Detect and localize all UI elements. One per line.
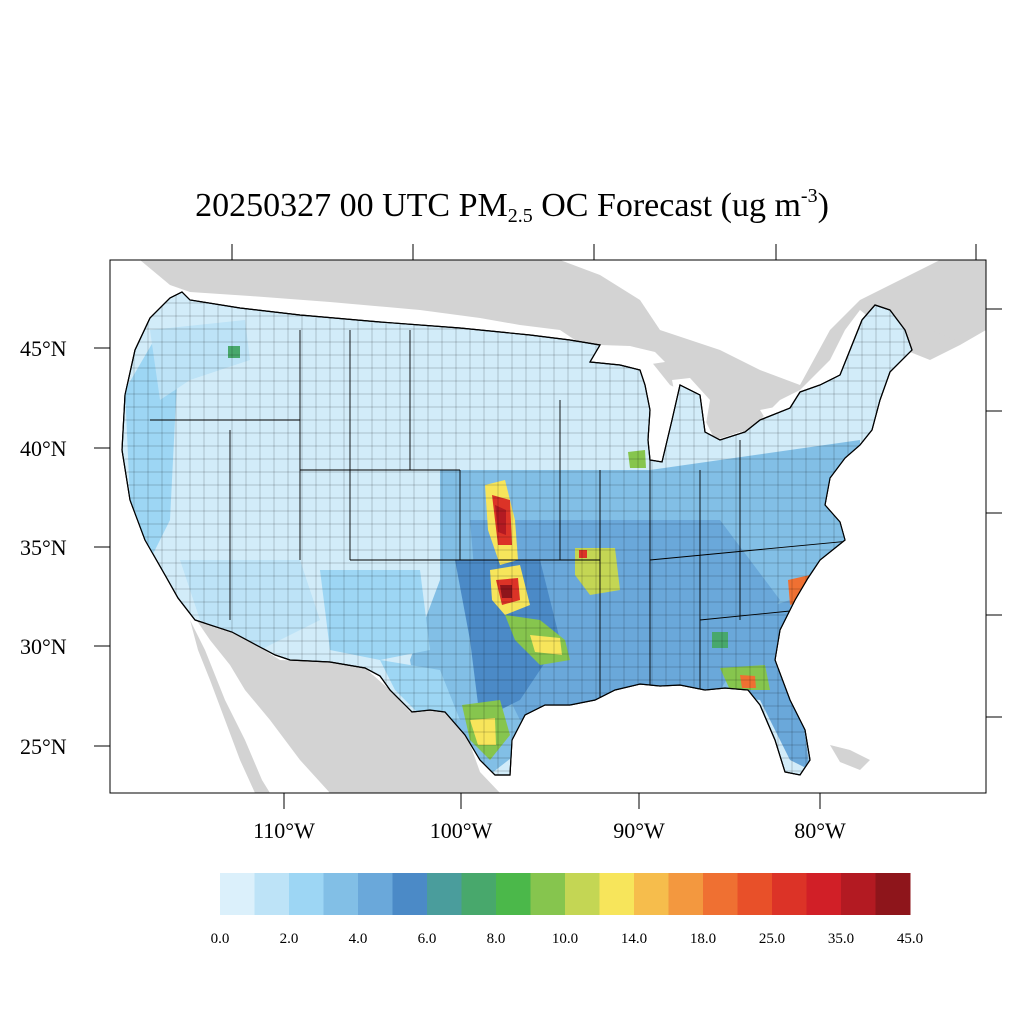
colorbar-swatch <box>565 873 600 915</box>
colorbar-swatch <box>220 873 255 915</box>
right-ticks <box>986 308 1002 718</box>
concentration-area <box>495 505 506 535</box>
colorbar-swatch <box>358 873 393 915</box>
colorbar-swatch <box>737 873 773 915</box>
concentration-area <box>500 585 512 598</box>
bottom-ticks <box>283 793 821 809</box>
colorbar-swatch <box>806 873 842 915</box>
lat-label-30: 30°N <box>20 634 67 659</box>
colorbar-tick-label: 8.0 <box>487 931 506 947</box>
colorbar-labels: 0.0 2.0 4.0 6.0 8.0 10.0 14.0 18.0 25.0 35.0 45.0 <box>211 931 924 947</box>
colorbar-swatch <box>875 873 911 915</box>
concentration-area <box>712 632 728 648</box>
lake-superior <box>580 345 665 368</box>
canada-landmass <box>140 260 986 450</box>
colorbar-tick-label: 6.0 <box>418 931 437 947</box>
map-frame-border <box>109 259 987 794</box>
lat-label-45: 45°N <box>20 336 67 361</box>
colorbar <box>220 873 911 915</box>
colorbar-swatch <box>668 873 704 915</box>
colorbar-swatch <box>772 873 807 915</box>
title-suffix: ) <box>817 187 829 224</box>
concentration-area <box>470 718 496 745</box>
colorbar-tick-label: 25.0 <box>759 931 785 947</box>
colorbar-swatch <box>323 873 359 915</box>
colorbar-tick-label: 18.0 <box>690 931 716 947</box>
colorbar-swatch <box>530 873 566 915</box>
cuba-island <box>830 745 870 770</box>
colorbar-swatch <box>427 873 462 915</box>
lat-label-25: 25°N <box>20 734 67 759</box>
concentration-area <box>740 675 756 688</box>
nova-scotia <box>930 300 986 340</box>
colorbar-swatch <box>841 873 876 915</box>
colorbar-tick-label: 35.0 <box>828 931 854 947</box>
lat-label-40: 40°N <box>20 436 67 461</box>
colorbar-tick-label: 0.0 <box>211 931 230 947</box>
colorbar-tick-label: 45.0 <box>897 931 923 947</box>
colorbar-swatch <box>599 873 635 915</box>
title-prefix: 20250327 00 UTC PM <box>195 187 508 224</box>
title-superscript: -3 <box>800 185 818 207</box>
colorbar-swatch <box>392 873 428 915</box>
map-content <box>121 260 986 793</box>
concentration-area <box>228 346 240 358</box>
colorbar-swatch <box>254 873 290 915</box>
colorbar-tick-label: 2.0 <box>280 931 299 947</box>
left-ticks <box>94 347 110 747</box>
lake-ontario <box>760 404 795 418</box>
conus-border-line <box>121 291 913 776</box>
state-boundaries <box>150 330 861 700</box>
colorbar-tick-label: 4.0 <box>349 931 368 947</box>
map-title: 20250327 00 UTC PM2.5 OC Forecast (ug m-… <box>0 185 1024 228</box>
colorbar-swatch <box>461 873 497 915</box>
mexico-landmass <box>195 618 500 793</box>
colorbar-tick-label: 14.0 <box>621 931 647 947</box>
colorbar-swatch <box>634 873 669 915</box>
lon-label-90w: 90°W <box>613 818 665 843</box>
top-ticks <box>231 244 977 260</box>
colorbar-swatch <box>289 873 324 915</box>
lon-label-110w: 110°W <box>253 818 315 843</box>
colorbar-swatch <box>703 873 738 915</box>
baja-peninsula <box>190 620 270 793</box>
concentration-area <box>470 520 780 720</box>
colorbar-tick-label: 10.0 <box>552 931 578 947</box>
title-middle: OC Forecast (ug m <box>532 187 801 224</box>
concentration-cell <box>579 550 587 558</box>
colorbar-swatch <box>496 873 531 915</box>
lat-label-35: 35°N <box>20 535 67 560</box>
title-subscript: 2.5 <box>507 205 533 227</box>
lon-label-100w: 100°W <box>430 818 493 843</box>
concentration-area <box>150 320 250 400</box>
lon-label-80w: 80°W <box>794 818 846 843</box>
